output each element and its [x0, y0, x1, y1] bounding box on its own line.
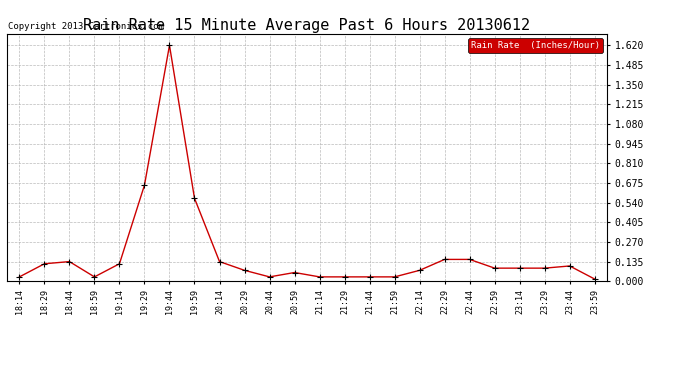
- Title: Rain Rate 15 Minute Average Past 6 Hours 20130612: Rain Rate 15 Minute Average Past 6 Hours…: [83, 18, 531, 33]
- Legend: Rain Rate  (Inches/Hour): Rain Rate (Inches/Hour): [469, 38, 602, 53]
- Text: Copyright 2013 Cartronics.com: Copyright 2013 Cartronics.com: [8, 22, 164, 31]
